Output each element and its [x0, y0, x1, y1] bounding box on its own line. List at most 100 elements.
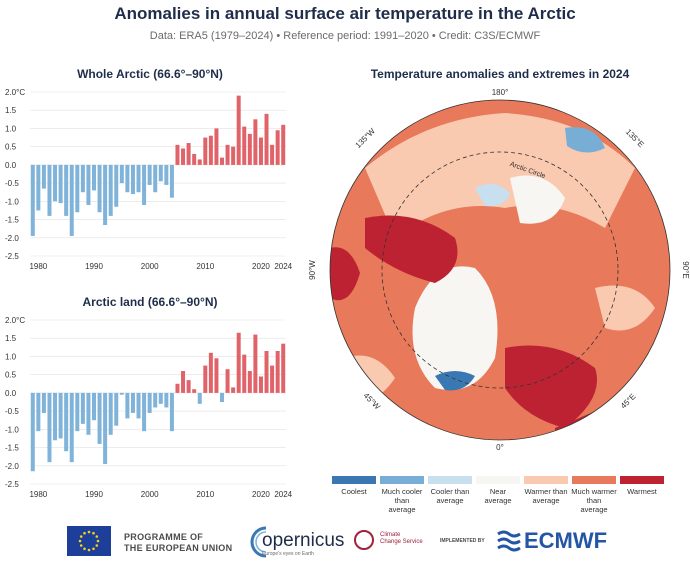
whole-arctic-y-tick: 0.5 — [5, 143, 17, 152]
legend-swatch — [428, 476, 472, 484]
arctic-land-bar-2018 — [247, 371, 252, 393]
whole-arctic-x-tick: 1990 — [85, 262, 103, 271]
whole-arctic-chart: Whole Arctic (66.6°–90°N) 2.0°C 1.5 1.0 0.5 0… — [5, 67, 293, 271]
page-subtitle: Data: ERA5 (1979–2024) • Reference perio… — [149, 30, 541, 42]
arctic-circle-line — [381, 151, 619, 389]
whole-arctic-bar-1996 — [125, 164, 130, 193]
eu-label-line2: THE EUROPEAN UNION — [124, 543, 233, 553]
map-legend: Coolest Much cooler than average Cooler than… — [332, 476, 664, 514]
footer: PROGRAMME OF THE EUROPEAN UNION opernicu… — [0, 520, 690, 564]
arctic-land-bar-1985 — [64, 392, 69, 452]
arctic-land-bar-2023 — [275, 350, 280, 393]
legend-swatch — [332, 476, 376, 484]
eu-star-icon — [79, 544, 83, 547]
whole-arctic-bar-1984 — [58, 164, 63, 204]
whole-arctic-bar-2007 — [186, 143, 191, 165]
whole-arctic-bar-2011 — [208, 135, 213, 165]
whole-arctic-x-tick: 2010 — [196, 262, 214, 271]
legend-label: Warmer than average — [524, 487, 567, 505]
arctic-land-bar-2022 — [270, 365, 275, 393]
whole-arctic-bar-1995 — [119, 164, 124, 184]
whole-arctic-bar-2006 — [181, 148, 186, 165]
page-title: Anomalies in annual surface air temperat… — [114, 4, 576, 23]
eu-star-icon — [87, 530, 91, 534]
whole-arctic-bar-2009 — [197, 159, 202, 165]
legend-swatch — [572, 476, 616, 484]
legend-label: Coolest — [341, 487, 367, 496]
arctic-land-bar-1992 — [103, 392, 108, 464]
arctic-land-y-tick: 0.0 — [5, 389, 17, 398]
whole-arctic-bar-2005 — [175, 144, 180, 165]
arctic-land-bar-1996 — [125, 392, 130, 419]
legend-swatch — [476, 476, 520, 484]
arctic-land-bar-1984 — [58, 392, 63, 439]
whole-arctic-y-tick: -2.5 — [5, 252, 19, 261]
arctic-land-bar-2017 — [242, 354, 247, 393]
legend-label: Warmest — [627, 487, 658, 496]
whole-arctic-bar-2000 — [147, 164, 152, 185]
arctic-land-bar-2009 — [197, 392, 202, 404]
arctic-land-bar-1999 — [142, 392, 147, 432]
whole-arctic-bar-2018 — [247, 133, 252, 165]
copernicus-tagline: Europe's eyes on Earth — [262, 551, 314, 557]
whole-arctic-bar-1998 — [136, 164, 141, 193]
eu-star-icon — [92, 531, 95, 535]
whole-arctic-bar-1993 — [108, 164, 113, 216]
whole-arctic-bar-2020 — [258, 137, 263, 165]
eu-star-icon — [95, 535, 99, 538]
legend-swatch — [524, 476, 568, 484]
whole-arctic-bar-2023 — [275, 130, 280, 165]
whole-arctic-bar-2022 — [270, 144, 275, 165]
arctic-land-bar-2010 — [203, 365, 208, 393]
arctic-land-bar-1998 — [136, 392, 141, 419]
eu-label-line1: PROGRAMME OF — [124, 532, 204, 542]
arctic-land-bar-1979 — [30, 392, 35, 472]
whole-arctic-y-tick: 2.0°C — [5, 88, 25, 97]
whole-arctic-bar-2012 — [214, 128, 219, 165]
arctic-land-x-tick: 2020 — [252, 490, 270, 499]
arctic-land-bar-1982 — [47, 392, 52, 463]
whole-arctic-bar-1988 — [80, 164, 85, 193]
whole-arctic-bar-1979 — [30, 164, 35, 236]
whole-arctic-bar-1985 — [64, 164, 69, 216]
arctic-land-x-tick: 1980 — [29, 490, 47, 499]
arctic-land-bar-1980 — [36, 392, 41, 432]
whole-arctic-x-tick: 1980 — [29, 262, 47, 271]
arctic-land-bar-2020 — [258, 376, 263, 393]
whole-arctic-bar-1987 — [75, 164, 80, 213]
arctic-anomaly-map: Temperature anomalies and extremes in 20… — [308, 67, 690, 452]
whole-arctic-bar-1983 — [53, 164, 58, 202]
eu-star-icon — [83, 531, 86, 535]
whole-arctic-bar-1994 — [114, 164, 119, 207]
arctic-land-bar-2013 — [219, 392, 225, 402]
arctic-land-bar-2002 — [158, 392, 163, 404]
arctic-land-bar-1981 — [41, 392, 46, 413]
legend-label: Cooler than average — [431, 487, 470, 505]
eu-star-icon — [95, 544, 99, 547]
lon-label-135w: 135°W — [354, 126, 378, 150]
whole-arctic-y-tick: 1.5 — [5, 106, 17, 115]
whole-arctic-y-tick: 0.0 — [5, 161, 17, 170]
eu-star-icon — [87, 548, 91, 552]
arctic-land-bar-1990 — [91, 392, 97, 421]
eu-flag-logo — [67, 526, 111, 556]
arctic-land-bar-1991 — [97, 392, 102, 444]
whole-arctic-bar-1989 — [86, 164, 91, 205]
whole-arctic-bar-2015 — [231, 146, 236, 165]
whole-arctic-y-tick: -2.0 — [5, 234, 19, 243]
arctic-land-bar-2011 — [208, 352, 213, 393]
eu-programme-label: PROGRAMME OF THE EUROPEAN UNION — [124, 532, 232, 554]
arctic-land-bar-2005 — [175, 383, 180, 393]
arctic-land-y-tick: -2.5 — [5, 480, 19, 489]
whole-arctic-bar-2003 — [164, 164, 169, 185]
whole-arctic-y-tick: -0.5 — [5, 179, 19, 188]
arctic-land-bar-1995 — [119, 392, 124, 395]
arctic-land-bar-1997 — [130, 392, 135, 413]
arctic-land-bar-2019 — [253, 334, 258, 393]
legend-swatch — [380, 476, 424, 484]
arctic-land-y-tick: 0.5 — [5, 371, 17, 380]
whole-arctic-bar-1990 — [91, 164, 97, 191]
implemented-by-label: IMPLEMENTED BY — [440, 538, 485, 544]
arctic-land-bar-2004 — [169, 392, 174, 432]
lon-label-135e: 135°E — [624, 127, 646, 149]
